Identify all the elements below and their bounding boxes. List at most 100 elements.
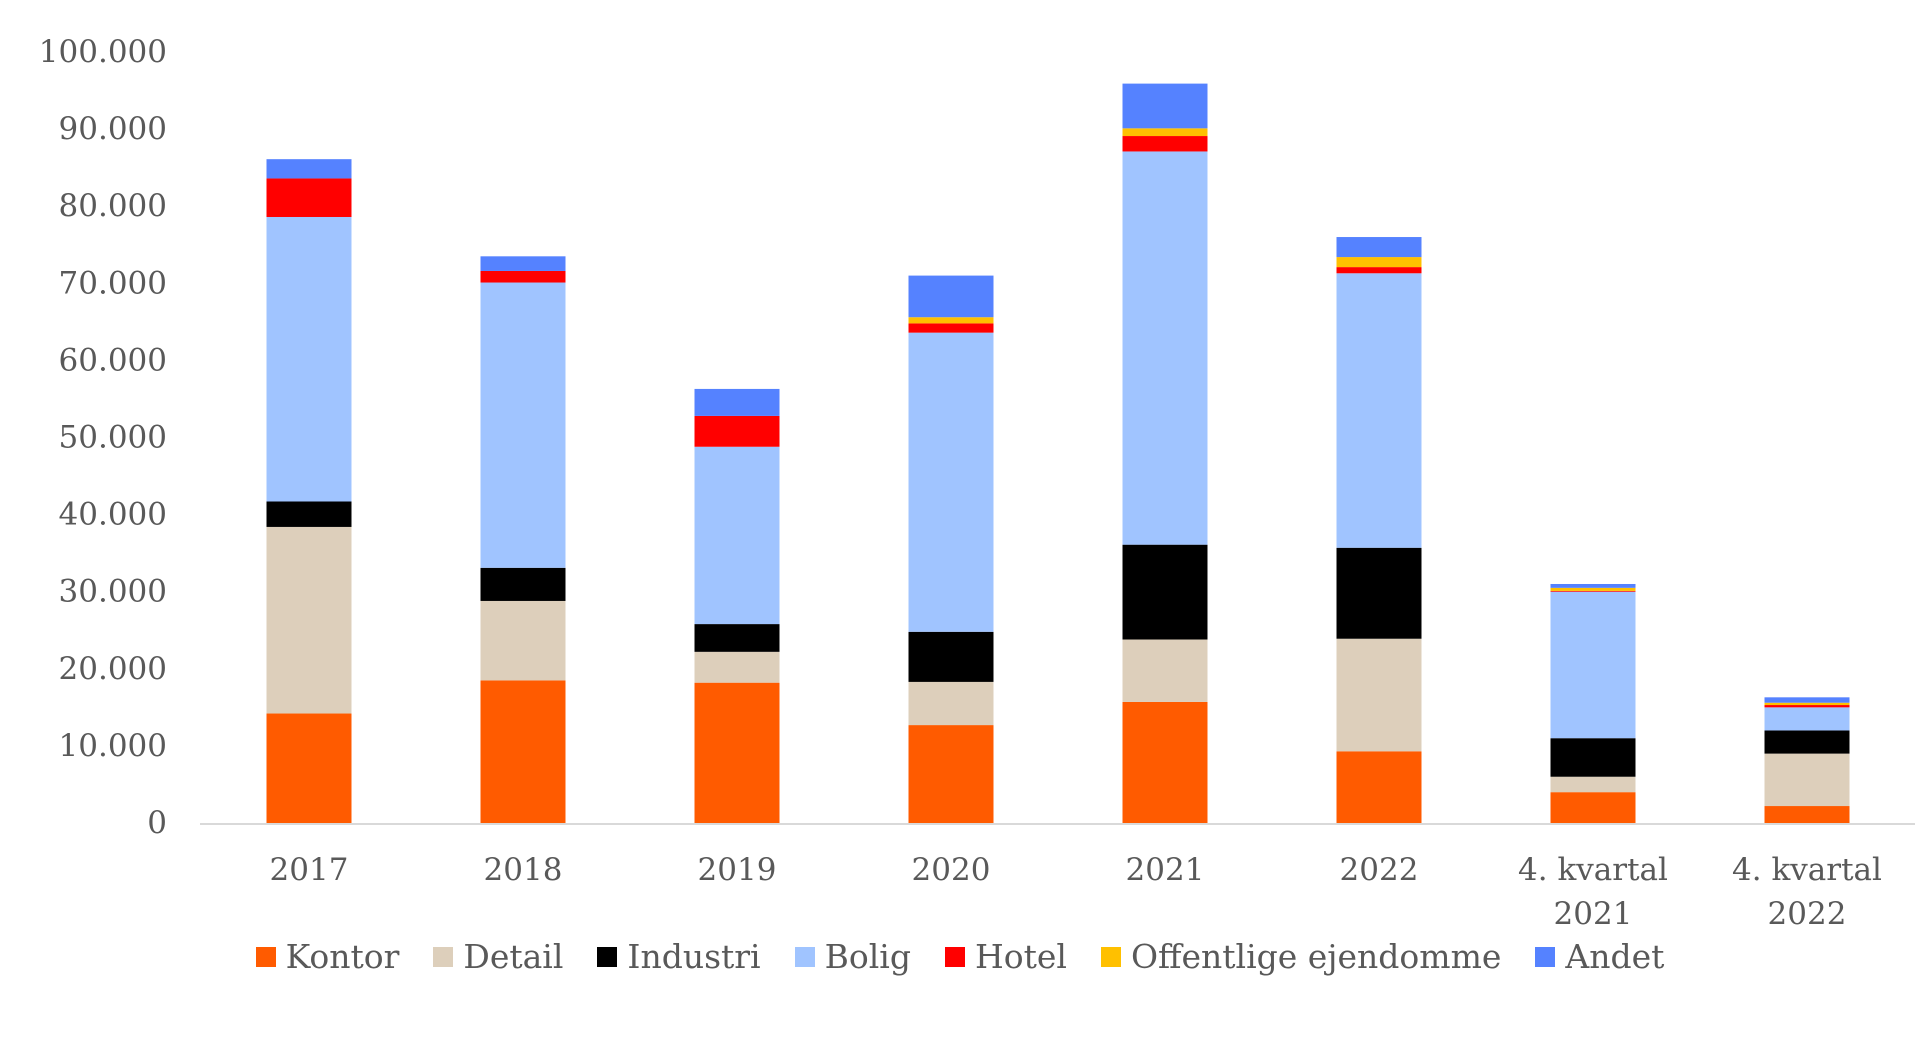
legend: Kontor Detail Industri Bolig Hotel Offentlige… bbox=[0, 937, 1920, 976]
bar-stack-2022 bbox=[1336, 237, 1422, 823]
bar-segment-hotel bbox=[1336, 267, 1422, 274]
bar-segment-detail bbox=[908, 681, 994, 726]
bar-segment-andet bbox=[1764, 697, 1850, 703]
x-tick-label: 2022 bbox=[1768, 896, 1847, 932]
bar-segment-andet bbox=[1336, 237, 1422, 258]
bar-segment-kontor bbox=[1122, 701, 1208, 823]
bar-segment-industri bbox=[908, 631, 994, 682]
y-tick-label: 80.000 bbox=[59, 188, 167, 224]
y-tick-label: 50.000 bbox=[59, 420, 167, 456]
bar-segment-andet bbox=[694, 388, 780, 416]
bar-segment-kontor bbox=[694, 682, 780, 823]
bar-segment-industri bbox=[1550, 738, 1636, 777]
bar-segment-bolig bbox=[1550, 591, 1636, 739]
x-axis: 2017 2018 2019 2020 2021 2022 4. kvartal 2021 4.… bbox=[270, 852, 1882, 932]
legend-label: Offentlige ejendomme bbox=[1130, 937, 1502, 976]
bars bbox=[266, 83, 1850, 823]
bar-segment-industri bbox=[1764, 730, 1850, 754]
y-tick-label: 40.000 bbox=[59, 497, 167, 533]
x-tick-label: 2021 bbox=[1554, 896, 1633, 932]
bar-segment-hotel bbox=[1550, 590, 1636, 592]
x-tick-label: 4. kvartal bbox=[1732, 852, 1882, 888]
bar-segment-hotel bbox=[1764, 705, 1850, 708]
bar-stack-4-kvartal-2022 bbox=[1764, 697, 1850, 823]
bar-segment-kontor bbox=[266, 713, 352, 823]
bar-stack-2018 bbox=[480, 256, 566, 823]
bar-segment-bolig bbox=[1122, 151, 1208, 545]
bar-segment-hotel bbox=[908, 323, 994, 333]
bar-segment-hotel bbox=[1122, 136, 1208, 152]
bar-stack-2019 bbox=[694, 388, 780, 823]
bar-segment-hotel bbox=[694, 415, 780, 447]
legend-item-industri: Industri bbox=[597, 937, 761, 976]
x-tick-label: 2017 bbox=[270, 852, 349, 888]
y-tick-label: 100.000 bbox=[39, 34, 167, 70]
bar-segment-hotel bbox=[266, 178, 352, 217]
bar-segment-andet bbox=[1550, 583, 1636, 588]
y-tick-label: 0 bbox=[147, 805, 167, 841]
legend-item-andet: Andet bbox=[1535, 937, 1664, 976]
legend-swatch bbox=[944, 946, 965, 967]
x-tick-label: 2022 bbox=[1340, 852, 1419, 888]
bar-segment-detail bbox=[1336, 638, 1422, 752]
bar-segment-offentlige-ejendomme bbox=[1764, 702, 1850, 706]
legend-swatch bbox=[597, 946, 618, 967]
bar-segment-bolig bbox=[694, 446, 780, 625]
bar-segment-andet bbox=[908, 275, 994, 318]
y-tick-label: 90.000 bbox=[59, 111, 167, 147]
bar-segment-industri bbox=[694, 624, 780, 652]
legend-item-bolig: Bolig bbox=[794, 937, 911, 976]
bar-segment-detail bbox=[1122, 639, 1208, 702]
bar-segment-bolig bbox=[480, 282, 566, 568]
y-tick-label: 30.000 bbox=[59, 574, 167, 610]
y-tick-label: 20.000 bbox=[59, 651, 167, 687]
bar-segment-offentlige-ejendomme bbox=[1336, 257, 1422, 268]
legend-item-detail: Detail bbox=[433, 937, 563, 976]
x-tick-label: 2020 bbox=[912, 852, 991, 888]
x-tick-label: 2018 bbox=[484, 852, 563, 888]
bar-segment-industri bbox=[480, 567, 566, 601]
bar-segment-bolig bbox=[1764, 707, 1850, 731]
bar-segment-offentlige-ejendomme bbox=[1122, 128, 1208, 137]
y-axis: 0 10.000 20.000 30.000 40.000 50.000 60.000 70.… bbox=[39, 34, 167, 841]
legend-item-kontor: Kontor bbox=[255, 937, 400, 976]
x-tick-label: 4. kvartal bbox=[1518, 852, 1668, 888]
bar-segment-detail bbox=[694, 651, 780, 683]
bar-segment-industri bbox=[1336, 547, 1422, 639]
bar-segment-bolig bbox=[266, 216, 352, 502]
bar-segment-detail bbox=[266, 526, 352, 714]
legend-label: Industri bbox=[627, 937, 761, 976]
legend-label: Hotel bbox=[974, 937, 1067, 976]
bar-segment-industri bbox=[1122, 544, 1208, 640]
bar-segment-detail bbox=[480, 600, 566, 681]
bar-segment-kontor bbox=[1336, 751, 1422, 823]
x-tick-label: 2019 bbox=[698, 852, 777, 888]
bar-segment-offentlige-ejendomme bbox=[1550, 587, 1636, 591]
y-tick-label: 70.000 bbox=[59, 265, 167, 301]
bar-segment-offentlige-ejendomme bbox=[908, 317, 994, 324]
legend-label: Kontor bbox=[285, 937, 400, 976]
bar-stack-2020 bbox=[908, 275, 994, 823]
legend-swatch bbox=[433, 946, 454, 967]
bar-stack-2017 bbox=[266, 159, 352, 823]
y-tick-label: 10.000 bbox=[59, 728, 167, 764]
legend-swatch bbox=[794, 946, 815, 967]
y-tick-label: 60.000 bbox=[59, 342, 167, 378]
bar-segment-bolig bbox=[1336, 273, 1422, 548]
bar-segment-andet bbox=[480, 256, 566, 271]
bar-segment-industri bbox=[266, 501, 352, 527]
bar-segment-kontor bbox=[908, 725, 994, 823]
legend-swatch bbox=[255, 946, 276, 967]
legend-label: Detail bbox=[463, 937, 564, 976]
legend-item-hotel: Hotel bbox=[944, 937, 1067, 976]
bar-stack-4-kvartal-2021 bbox=[1550, 583, 1636, 823]
legend-swatch bbox=[1100, 946, 1121, 967]
bar-segment-detail bbox=[1550, 776, 1636, 793]
bar-stack-2021 bbox=[1122, 83, 1208, 823]
bar-segment-bolig bbox=[908, 332, 994, 632]
bar-segment-kontor bbox=[1550, 792, 1636, 823]
x-tick-label: 2021 bbox=[1126, 852, 1205, 888]
bar-segment-detail bbox=[1764, 753, 1850, 807]
